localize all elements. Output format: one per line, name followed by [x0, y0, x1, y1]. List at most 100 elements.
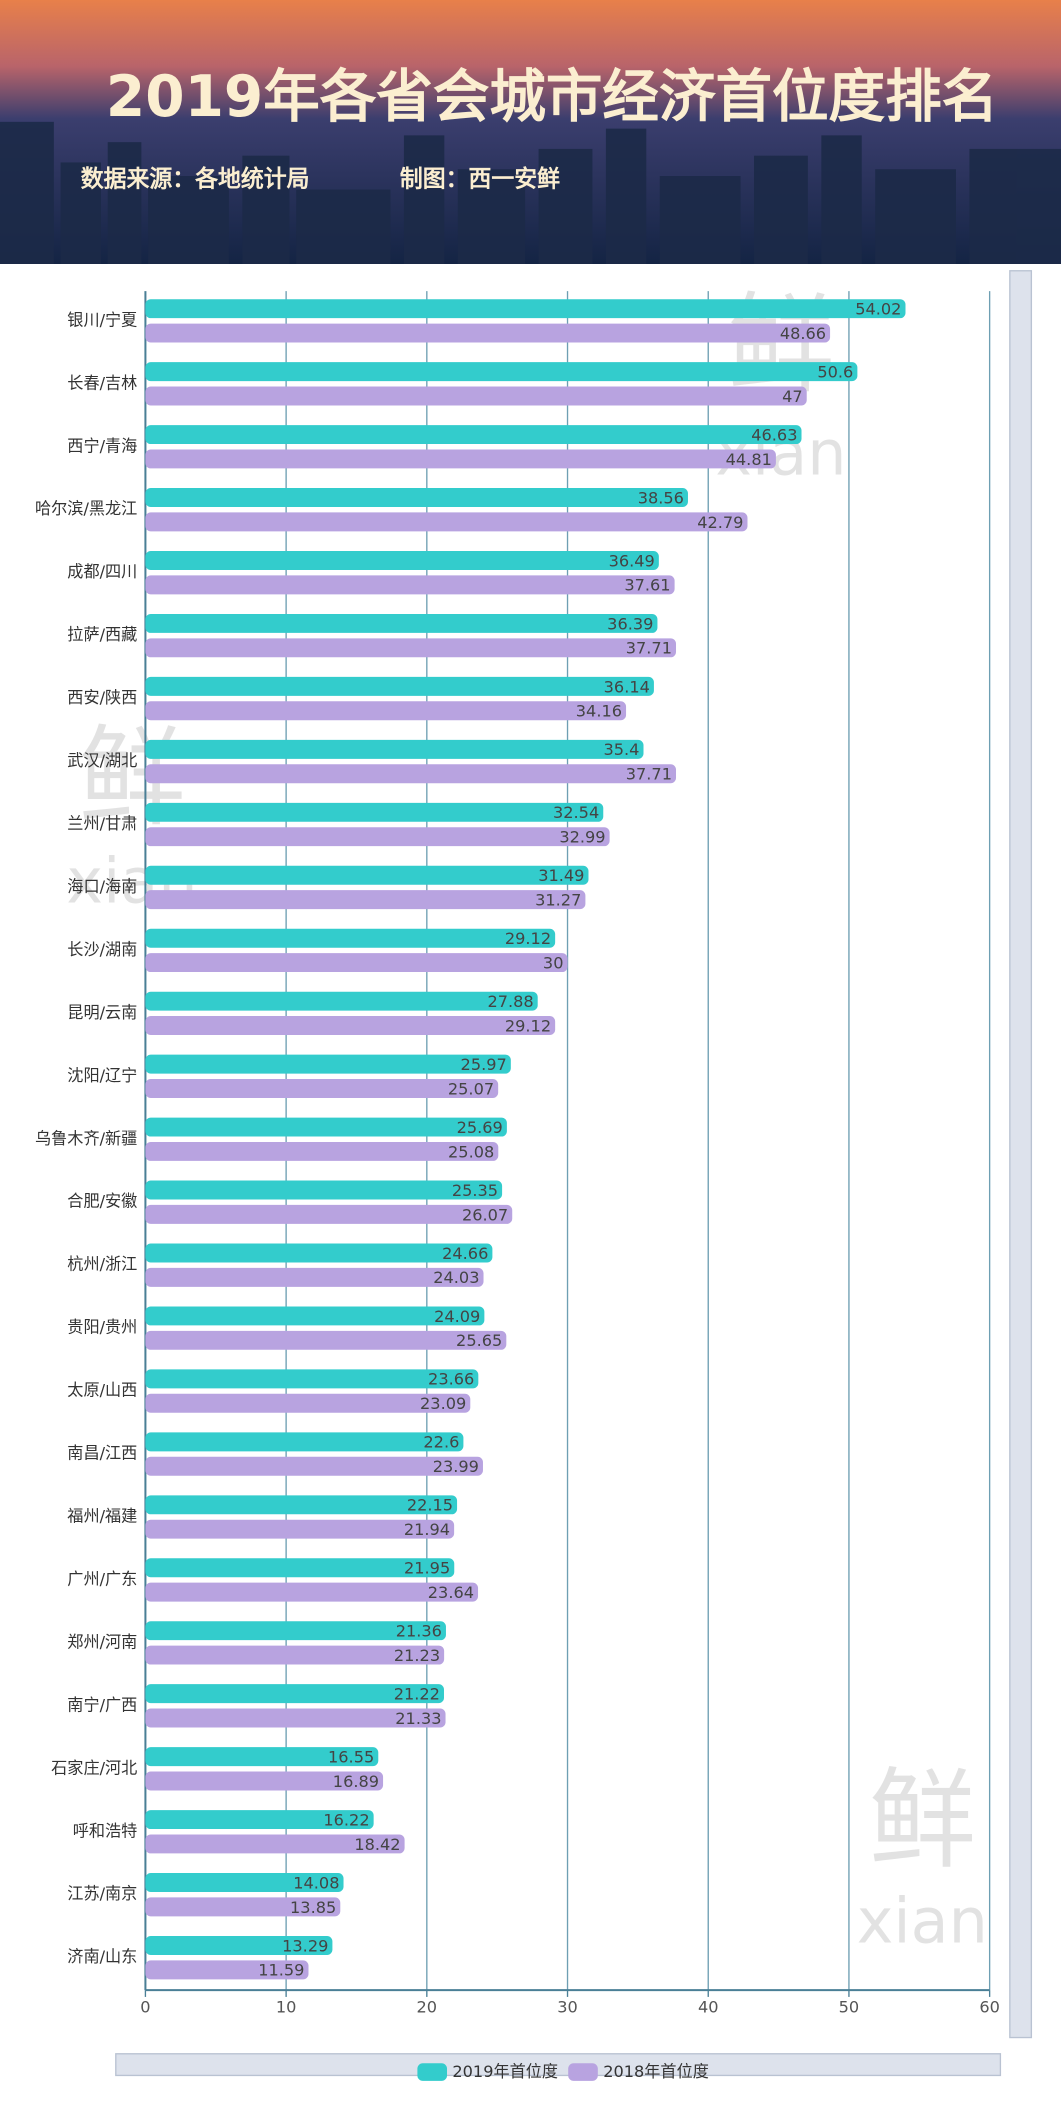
bar: [145, 1582, 479, 1602]
value-label: 31.49: [538, 866, 584, 885]
value-label: 24.66: [442, 1244, 488, 1263]
value-label: 48.66: [780, 324, 826, 343]
subtitle: 数据来源：各地统计局: [81, 166, 310, 193]
value-label: 38.56: [638, 488, 684, 507]
value-label: 44.81: [726, 450, 772, 469]
bar: [145, 1708, 446, 1728]
y-tick-label: 长沙/湖南: [67, 940, 137, 959]
value-label: 16.55: [328, 1747, 374, 1766]
watermark-text: xian: [857, 1884, 988, 1957]
value-label: 50.6: [817, 362, 853, 381]
value-label: 54.02: [855, 300, 901, 319]
bar: [145, 1016, 556, 1036]
bar: [145, 802, 604, 822]
value-label: 23.64: [428, 1583, 474, 1602]
y-tick-label: 西安/陕西: [67, 688, 137, 707]
value-label: 47: [782, 387, 803, 406]
value-label: 46.63: [751, 425, 797, 444]
y-tick-label: 呼和浩特: [73, 1821, 138, 1840]
value-label: 23.66: [428, 1370, 474, 1389]
bar: [145, 1873, 344, 1892]
credit: 制图：西一安鲜: [400, 166, 560, 193]
y-tick-label: 成都/四川: [67, 562, 137, 581]
x-tick-label: 40: [698, 1997, 719, 2016]
value-label: 36.39: [607, 614, 653, 633]
y-tick-label: 石家庄/河北: [51, 1758, 137, 1777]
value-label: 23.99: [433, 1457, 479, 1476]
bar: [145, 512, 748, 532]
bar: [145, 1204, 513, 1224]
bar: [145, 425, 802, 445]
bar: [145, 323, 831, 343]
bar: [145, 865, 589, 885]
bar: [145, 1747, 379, 1767]
value-label: 29.12: [505, 1016, 551, 1035]
bar: [145, 1079, 499, 1098]
value-label: 21.36: [396, 1622, 442, 1641]
bar: [145, 1645, 445, 1665]
bar: [145, 575, 675, 595]
bar: [145, 551, 659, 570]
y-tick-label: 武汉/湖北: [67, 751, 137, 770]
y-tick-label: 拉萨/西藏: [67, 625, 137, 644]
value-label: 37.71: [626, 639, 672, 658]
bar: [145, 1810, 374, 1830]
legend-swatch: [568, 2063, 598, 2081]
y-tick-label: 济南/山东: [67, 1947, 137, 1966]
bar: [145, 449, 776, 469]
watermark-mark: 鲜: [868, 1758, 976, 1883]
x-tick-label: 0: [140, 1997, 150, 2016]
value-label: 11.59: [258, 1961, 304, 1980]
bar: [145, 1330, 507, 1350]
legend-label: 2018年首位度: [603, 2062, 709, 2081]
bar: [145, 701, 627, 721]
value-label: 22.15: [407, 1496, 453, 1515]
value-label: 24.09: [434, 1307, 480, 1326]
bar: [145, 1519, 455, 1539]
value-label: 21.22: [394, 1684, 440, 1703]
value-label: 36.14: [604, 677, 650, 696]
value-label: 25.97: [461, 1055, 507, 1074]
value-label: 13.29: [282, 1936, 328, 1955]
bar: [145, 1306, 485, 1326]
bar: [145, 299, 906, 319]
y-tick-label: 福州/福建: [67, 1506, 137, 1525]
bar: [145, 488, 688, 508]
horizontal-zoom-slider[interactable]: [115, 2053, 1002, 2077]
bar: [145, 1267, 484, 1287]
x-tick-label: 60: [979, 1997, 1000, 2016]
bar: [145, 1684, 444, 1704]
x-tick-label: 50: [839, 1997, 860, 2016]
bar: [145, 739, 644, 759]
y-tick-label: 太原/山西: [67, 1381, 137, 1400]
value-label: 23.09: [420, 1394, 466, 1413]
value-label: 18.42: [354, 1835, 400, 1854]
value-label: 34.16: [576, 702, 622, 721]
bar: [145, 1495, 458, 1515]
y-tick-label: 郑州/河南: [67, 1632, 137, 1651]
y-tick-label: 江苏/南京: [67, 1884, 137, 1903]
bar: [145, 1897, 341, 1917]
bar: [145, 1243, 493, 1263]
value-label: 24.03: [433, 1268, 479, 1287]
x-tick-label: 30: [557, 1997, 578, 2016]
bar: [145, 638, 677, 658]
vertical-zoom-slider[interactable]: [1009, 270, 1033, 2039]
bar: [145, 1558, 455, 1578]
value-label: 37.71: [626, 765, 672, 784]
bar: [145, 1180, 503, 1200]
value-label: 21.95: [404, 1559, 450, 1578]
bar: [145, 1834, 405, 1854]
skyline: [0, 121, 1061, 264]
y-tick-label: 南昌/江西: [67, 1444, 137, 1463]
value-label: 25.07: [448, 1079, 494, 1098]
value-label: 16.22: [323, 1810, 369, 1829]
y-tick-label: 乌鲁木齐/新疆: [35, 1129, 137, 1148]
bar: [145, 1393, 471, 1413]
bar: [145, 827, 610, 847]
value-label: 37.61: [624, 576, 670, 595]
value-label: 21.23: [394, 1646, 440, 1665]
value-label: 16.89: [333, 1772, 379, 1791]
